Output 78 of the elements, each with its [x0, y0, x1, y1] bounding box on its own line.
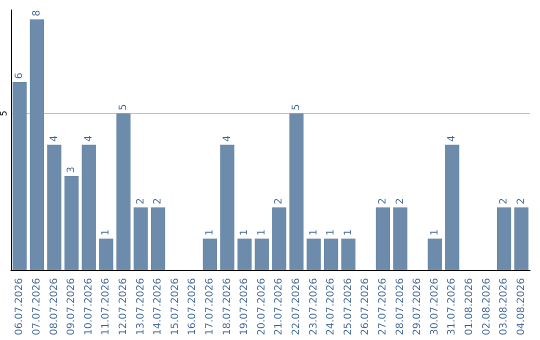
bar [393, 207, 408, 270]
bar [30, 19, 44, 270]
data-label: 2 [498, 198, 510, 204]
data-label: 4 [83, 135, 94, 142]
bar [254, 238, 269, 270]
x-tick-label: 25.07.2026 [342, 278, 354, 336]
bar [341, 238, 356, 270]
bar [12, 82, 27, 270]
x-tick-label: 16.07.2026 [187, 278, 198, 336]
data-label: 4 [222, 135, 233, 142]
data-label: 1 [342, 229, 354, 236]
x-tick-label: 17.07.2026 [204, 278, 216, 336]
x-tick-label: 19.07.2026 [239, 278, 250, 336]
bar [237, 238, 252, 270]
data-label: 2 [377, 198, 388, 204]
bar [64, 176, 79, 270]
x-tick-label: 30.07.2026 [429, 278, 440, 336]
bar [220, 144, 234, 270]
x-tick-label: 20.07.2026 [256, 278, 268, 336]
data-label: 1 [308, 229, 320, 236]
data-label: 5 [290, 104, 302, 110]
x-tick-label: 10.07.2026 [83, 278, 94, 336]
bar [99, 238, 114, 270]
x-tick-label: 31.07.2026 [446, 278, 458, 336]
data-label: 8 [31, 10, 42, 16]
data-label: 3 [66, 166, 78, 174]
data-label: 1 [204, 229, 216, 236]
x-tick-label: 13.07.2026 [135, 278, 146, 336]
data-label: 1 [256, 229, 268, 236]
data-label: 1 [239, 229, 250, 236]
x-tick-label: 22.07.2026 [290, 278, 302, 336]
x-tick-label: 23.07.2026 [308, 278, 320, 336]
x-tick-label: 09.07.2026 [66, 278, 78, 336]
x-tick-label: 08.07.2026 [48, 278, 60, 336]
data-label: 2 [152, 198, 164, 204]
x-tick-label: 01.08.2026 [464, 278, 475, 336]
bar [116, 113, 131, 270]
x-tick-label: 18.07.2026 [222, 278, 233, 336]
x-tick-label: 29.07.2026 [412, 278, 424, 336]
x-tick-label: 15.07.2026 [170, 278, 181, 336]
data-label: 6 [14, 72, 26, 80]
bar [289, 113, 304, 270]
bar [514, 207, 528, 270]
data-label: 2 [274, 198, 285, 204]
data-label: 1 [326, 229, 337, 236]
data-label: 5 [118, 104, 129, 110]
x-tick-label: 26.07.2026 [360, 278, 372, 336]
x-tick-label: 03.08.2026 [498, 278, 510, 336]
data-label: 4 [446, 135, 458, 142]
x-tick-label: 24.07.2026 [326, 278, 337, 336]
data-label: 1 [429, 229, 440, 236]
bar [272, 207, 286, 270]
bar [324, 238, 338, 270]
data-label: 1 [100, 229, 112, 236]
x-tick-label: 02.08.2026 [481, 278, 492, 336]
x-tick-label: 12.07.2026 [118, 278, 129, 336]
bar [202, 238, 218, 270]
data-label: 2 [394, 198, 406, 204]
data-label: 2 [135, 198, 146, 204]
bar [47, 144, 62, 270]
x-tick-label: 06.07.2026 [14, 278, 26, 336]
bar [306, 238, 321, 270]
x-tick-label: 14.07.2026 [152, 278, 164, 336]
x-tick-label: 07.07.2026 [31, 278, 42, 336]
data-label: 4 [48, 135, 60, 142]
x-tick-label: 21.07.2026 [274, 278, 285, 336]
data-label: 2 [516, 198, 527, 204]
bar [82, 144, 96, 270]
x-tick-label: 27.07.2026 [377, 278, 388, 336]
x-tick-label: 04.08.2026 [516, 278, 527, 336]
x-tick-label: 11.07.2026 [100, 278, 112, 336]
bar [428, 238, 442, 270]
bar [150, 207, 166, 270]
bar [445, 144, 460, 270]
bar [496, 207, 512, 270]
bar [376, 207, 390, 270]
x-tick-label: 28.07.2026 [394, 278, 406, 336]
bar [134, 207, 148, 270]
